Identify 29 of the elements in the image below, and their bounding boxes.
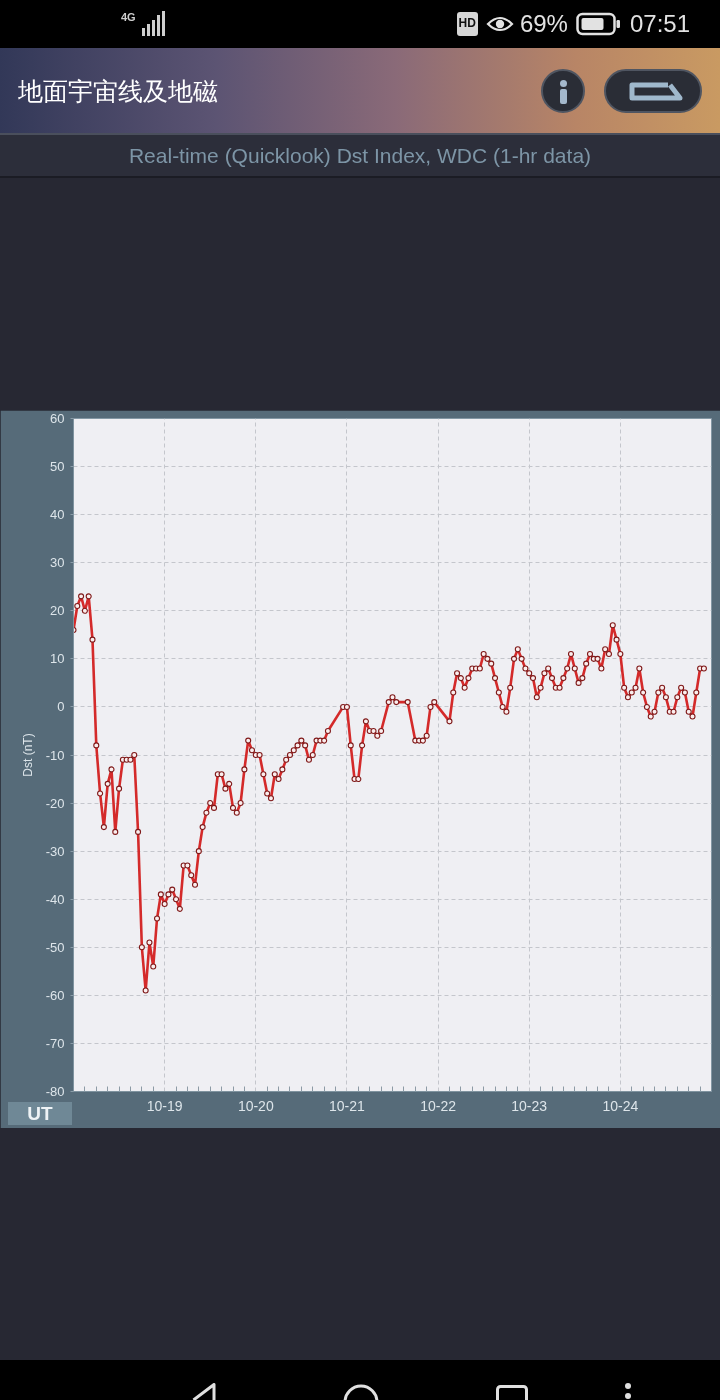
x-tick-label: 10-24 [602,1097,639,1114]
y-tick-label: 60 [50,411,65,426]
x-tick-label: 10-22 [420,1097,457,1114]
text: 69% [519,8,568,39]
y-tick-label: -60 [45,987,65,1003]
x-tick-label: 10-19 [146,1097,183,1114]
y-tick-label: -20 [45,795,65,811]
y-tick-label: 20 [50,603,65,619]
x-tick-label: 10-20 [237,1097,274,1114]
y-tick-label: 50 [50,459,65,475]
y-tick-label: -70 [45,1035,65,1051]
x-tick-label: 10-21 [329,1097,366,1114]
text: HD [456,12,478,36]
chart-title: 地面宇宙线及地磁 [18,76,218,108]
y-tick-label: -50 [45,939,65,955]
y-tick-label: -10 [45,747,65,763]
x-tick-label: 10-23 [511,1097,548,1114]
y-tick-label: -80 [45,1084,65,1099]
text: 07:51 [629,8,690,39]
y-tick-label: 10 [50,651,65,667]
chart-subtitle: Real-time (Quicklook) Dst Index, WDC (1-hr data) [0,133,720,178]
y-tick-label: 40 [50,507,65,523]
y-tick-label: 30 [50,555,65,571]
y-tick-label: 0 [57,699,65,715]
y-axis-title: Dst (nT) [20,733,35,777]
x-axis-title: UT [8,1102,72,1125]
text: 4G [121,10,136,25]
y-tick-label: -30 [45,843,65,859]
y-tick-label: -40 [45,891,65,907]
